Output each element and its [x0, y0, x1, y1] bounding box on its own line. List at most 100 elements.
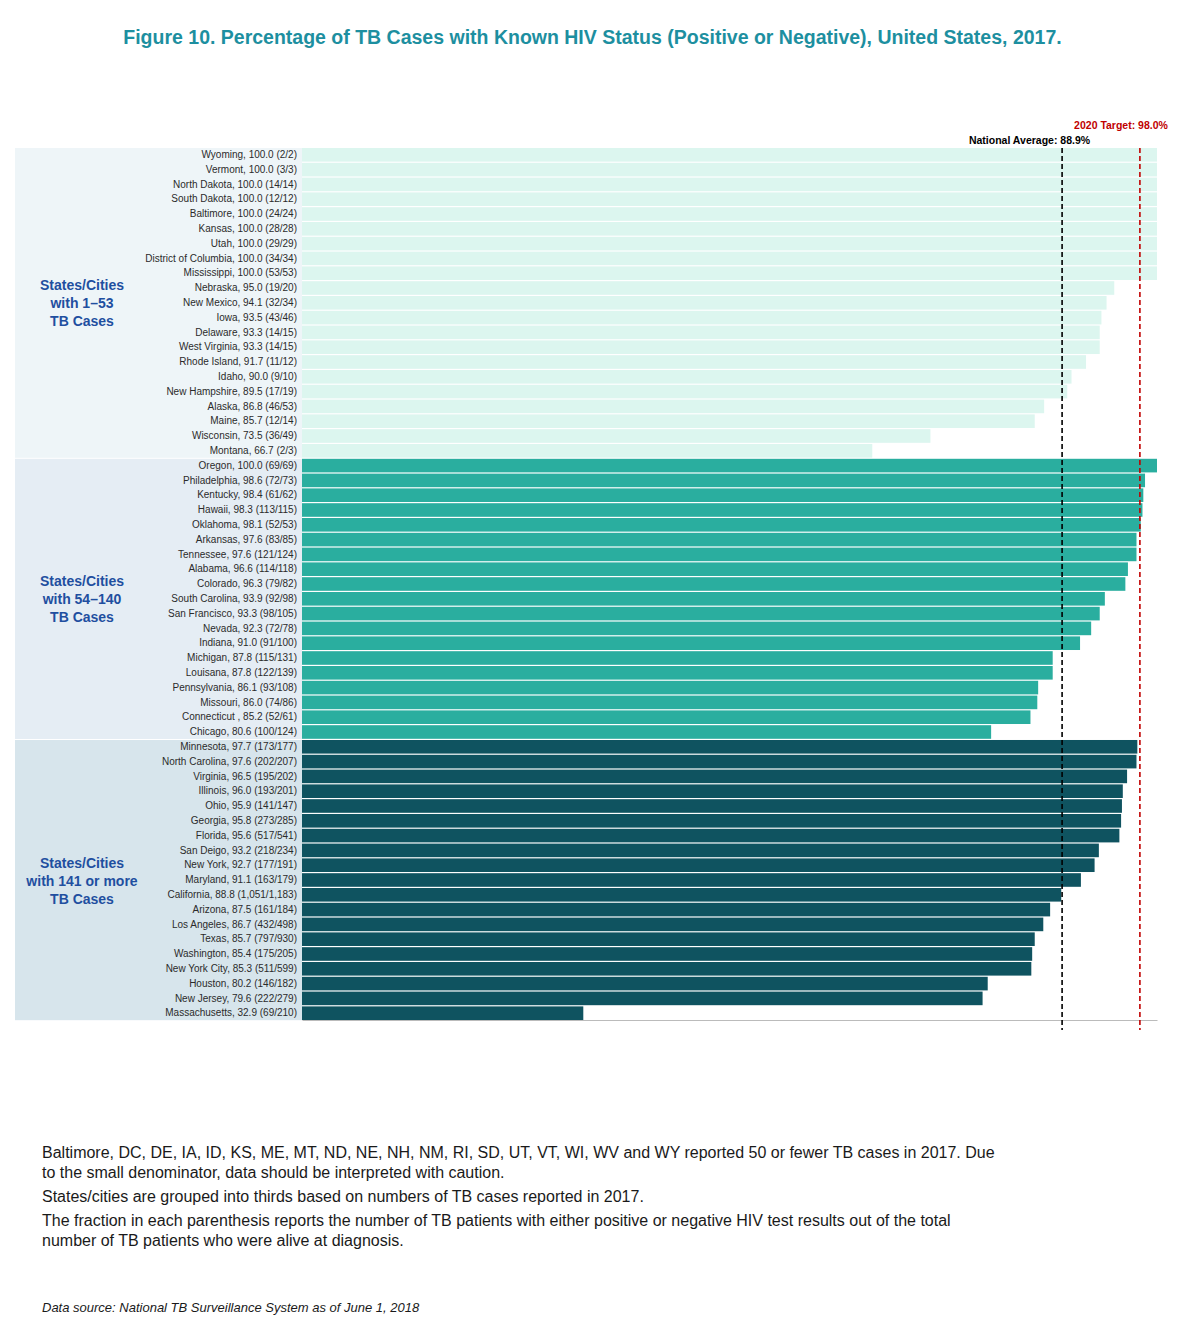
category-label: New Jersey, 79.6 (222/279) — [175, 993, 297, 1004]
category-label: Alabama, 96.6 (114/118) — [188, 563, 297, 574]
y-tick: New York City, 85.3 (511/599) — [166, 963, 297, 974]
category-label: Baltimore, 100.0 (24/24) — [190, 208, 297, 219]
bar — [302, 548, 1136, 562]
y-tick: West Virginia, 93.3 (14/15) — [179, 341, 297, 352]
category-label: Los Angeles, 86.7 (432/498) — [172, 919, 297, 930]
bar — [302, 696, 1037, 710]
category-label: Rhode Island, 91.7 (11/12) — [179, 356, 297, 367]
y-tick: Nevada, 92.3 (72/78) — [203, 623, 297, 634]
bar — [302, 784, 1123, 798]
y-tick: Colorado, 96.3 (79/82) — [197, 578, 297, 589]
category-label: Kentucky, 98.4 (61/62) — [197, 489, 297, 500]
group-panel — [15, 459, 302, 739]
category-label: Oklahoma, 98.1 (52/53) — [192, 519, 297, 530]
bar — [302, 237, 1157, 251]
y-tick: Maine, 85.7 (12/14) — [210, 415, 297, 426]
group-label: States/Citieswith 1–53TB Cases — [40, 277, 124, 329]
bar — [302, 666, 1053, 680]
y-tick: Massachusetts, 32.9 (69/210) — [165, 1007, 297, 1018]
bar — [302, 622, 1091, 636]
y-tick: Ohio, 95.9 (141/147) — [205, 800, 297, 811]
group-panel — [15, 740, 302, 1020]
y-tick: Texas, 85.7 (797/930) — [200, 933, 297, 944]
category-label: Hawaii, 98.3 (113/115) — [198, 504, 297, 515]
y-tick: Missouri, 86.0 (74/86) — [200, 697, 297, 708]
y-axis: Wyoming, 100.0 (2/2)Vermont, 100.0 (3/3)… — [145, 149, 297, 1018]
category-label: North Dakota, 100.0 (14/14) — [173, 179, 297, 190]
y-tick: Delaware, 93.3 (14/15) — [195, 327, 297, 338]
bar — [302, 577, 1125, 591]
group-label-line: TB Cases — [50, 313, 114, 329]
category-label: Tennessee, 97.6 (121/124) — [178, 549, 297, 560]
y-tick: Hawaii, 98.3 (113/115) — [198, 504, 297, 515]
y-tick: New Mexico, 94.1 (32/34) — [183, 297, 297, 308]
category-label: San Francisco, 93.3 (98/105) — [168, 608, 297, 619]
group-label-line: TB Cases — [50, 609, 114, 625]
x-axis — [303, 1020, 1158, 1021]
category-label: Vermont, 100.0 (3/3) — [206, 164, 297, 175]
group-label-line: TB Cases — [50, 891, 114, 907]
category-label: District of Columbia, 100.0 (34/34) — [145, 253, 297, 264]
reference-label: 2020 Target: 98.0% — [1074, 119, 1168, 131]
bar — [302, 977, 988, 991]
y-tick: Arkansas, 97.6 (83/85) — [196, 534, 297, 545]
y-tick: District of Columbia, 100.0 (34/34) — [145, 253, 297, 264]
group-label: States/Cities with 54–140 TB Cases — [40, 573, 124, 625]
category-label: Georgia, 95.8 (273/285) — [191, 815, 297, 826]
chart-title: Figure 10. Percentage of TB Cases with K… — [123, 26, 1061, 48]
category-label: Missouri, 86.0 (74/86) — [200, 697, 297, 708]
bar — [302, 725, 991, 739]
y-tick: Tennessee, 97.6 (121/124) — [178, 549, 297, 560]
bar — [302, 385, 1067, 399]
category-label: Colorado, 96.3 (79/82) — [197, 578, 297, 589]
category-label: Alaska, 86.8 (46/53) — [208, 401, 298, 412]
category-label: Arkansas, 97.6 (83/85) — [196, 534, 297, 545]
category-label: Chicago, 80.6 (100/124) — [190, 726, 297, 737]
category-label: Ohio, 95.9 (141/147) — [205, 800, 297, 811]
category-label: New York City, 85.3 (511/599) — [166, 963, 297, 974]
category-label: Idaho, 90.0 (9/10) — [218, 371, 297, 382]
group-label-line: with 54–140 — [42, 591, 122, 607]
category-label: West Virginia, 93.3 (14/15) — [179, 341, 297, 352]
y-tick: New Hampshire, 89.5 (17/19) — [166, 386, 297, 397]
category-label: Maryland, 91.1 (163/179) — [185, 874, 297, 885]
category-label: Delaware, 93.3 (14/15) — [195, 327, 297, 338]
bar — [302, 148, 1157, 162]
bar — [302, 888, 1061, 902]
bar — [302, 429, 930, 443]
y-tick: Oklahoma, 98.1 (52/53) — [192, 519, 297, 530]
y-tick: South Dakota, 100.0 (12/12) — [171, 193, 297, 204]
group-label-line: with 141 or more — [25, 873, 137, 889]
y-tick: Montana, 66.7 (2/3) — [210, 445, 297, 456]
bar — [302, 740, 1137, 754]
footnote: States/cities are grouped into thirds ba… — [42, 1187, 1007, 1207]
group-panel — [15, 148, 302, 458]
group-label-line: States/Cities — [40, 855, 124, 871]
bar — [302, 1006, 583, 1020]
bar — [302, 444, 872, 458]
bar — [302, 178, 1157, 192]
category-label: Michigan, 87.8 (115/131) — [187, 652, 297, 663]
category-label: South Carolina, 93.9 (92/98) — [171, 593, 297, 604]
bar — [302, 311, 1101, 325]
bar — [302, 207, 1157, 221]
category-label: Arizona, 87.5 (161/184) — [192, 904, 297, 915]
group-label-line: States/Cities — [40, 573, 124, 589]
y-tick: New York, 92.7 (177/191) — [184, 859, 297, 870]
category-label: Massachusetts, 32.9 (69/210) — [165, 1007, 297, 1018]
category-label: Montana, 66.7 (2/3) — [210, 445, 297, 456]
category-label: North Carolina, 97.6 (202/207) — [162, 756, 297, 767]
category-label: Minnesota, 97.7 (173/177) — [180, 741, 297, 752]
y-tick: Minnesota, 97.7 (173/177) — [180, 741, 297, 752]
category-label: Philadelphia, 98.6 (72/73) — [183, 475, 297, 486]
y-tick: Pennsylvania, 86.1 (93/108) — [172, 682, 297, 693]
category-label: Nevada, 92.3 (72/78) — [203, 623, 297, 634]
bar — [302, 829, 1119, 843]
bar — [302, 858, 1095, 872]
y-tick: Arizona, 87.5 (161/184) — [192, 904, 297, 915]
bar — [302, 340, 1100, 354]
y-tick: Baltimore, 100.0 (24/24) — [190, 208, 297, 219]
y-tick: Connecticut , 85.2 (52/61) — [182, 711, 297, 722]
y-tick: Mississippi, 100.0 (53/53) — [184, 267, 297, 278]
bar — [302, 503, 1142, 517]
